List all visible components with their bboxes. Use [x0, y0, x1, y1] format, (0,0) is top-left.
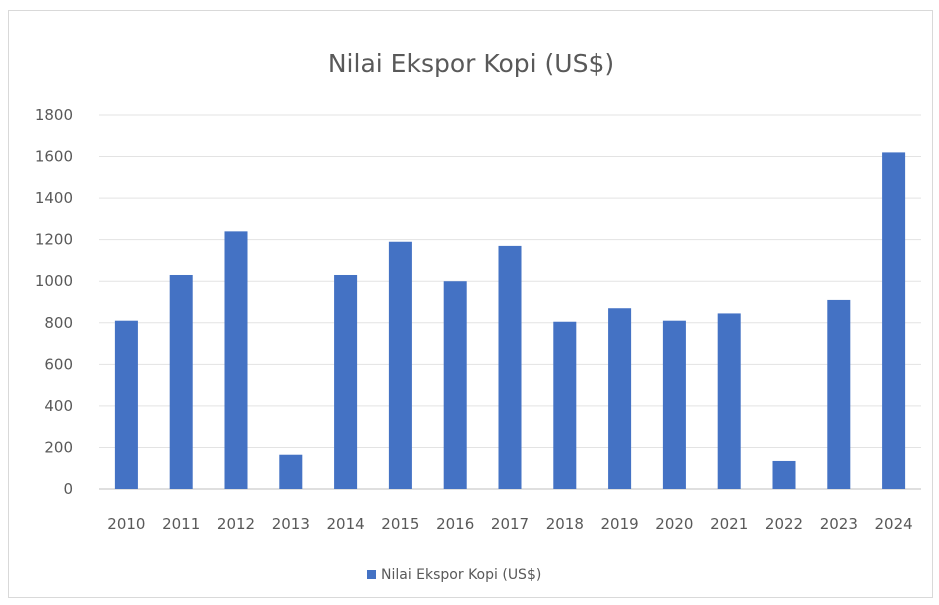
x-tick-label: 2021	[710, 515, 748, 533]
y-tick-label: 400	[44, 397, 73, 415]
bar-2019	[608, 308, 632, 489]
y-tick-label: 1200	[35, 231, 73, 249]
bar-2021	[717, 313, 741, 489]
bar-2011	[169, 274, 193, 489]
y-axis-ticks: 0 200 400 600 800 1000 1200 1400 1600 1800	[35, 106, 73, 498]
x-tick-label: 2023	[820, 515, 858, 533]
y-tick-label: 1600	[35, 148, 73, 166]
legend: Nilai Ekspor Kopi (US$)	[367, 567, 541, 583]
y-tick-label: 200	[44, 438, 73, 456]
y-tick-label: 1400	[35, 189, 73, 207]
bar-2018	[553, 321, 577, 489]
chart-container: Nilai Ekspor Kopi (US$) 0 200 400 600 800 100…	[8, 10, 933, 598]
bar-2013	[279, 454, 303, 489]
x-tick-label: 2013	[272, 515, 310, 533]
x-tick-label: 2022	[765, 515, 803, 533]
y-tick-label: 600	[44, 355, 73, 373]
x-tick-label: 2020	[655, 515, 693, 533]
bar-2014	[334, 274, 358, 489]
x-tick-label: 2018	[546, 515, 584, 533]
bar-2023	[827, 299, 851, 489]
x-axis-ticks: 2010 2011 2012 2013 2014 2015 2016 2017 2018 2019…	[107, 515, 912, 533]
chart-title: Nilai Ekspor Kopi (US$)	[328, 49, 614, 78]
bar-chart: Nilai Ekspor Kopi (US$) 0 200 400 600 800 100…	[35, 49, 921, 583]
x-tick-label: 2017	[491, 515, 529, 533]
bar-2024	[882, 152, 906, 489]
bar-2010	[114, 320, 138, 489]
x-tick-label: 2010	[107, 515, 145, 533]
y-tick-label: 1000	[35, 272, 73, 290]
bar-2022	[772, 460, 796, 489]
x-tick-label: 2016	[436, 515, 474, 533]
legend-label: Nilai Ekspor Kopi (US$)	[381, 567, 541, 583]
x-tick-label: 2024	[875, 515, 913, 533]
x-tick-label: 2014	[327, 515, 365, 533]
y-tick-label: 0	[63, 480, 73, 498]
y-tick-label: 1800	[35, 106, 73, 124]
bar-2016	[443, 281, 467, 489]
bars	[114, 152, 906, 489]
x-tick-label: 2011	[162, 515, 200, 533]
bar-2017	[498, 245, 522, 489]
x-tick-label: 2019	[601, 515, 639, 533]
legend-swatch	[367, 570, 376, 579]
x-tick-label: 2012	[217, 515, 255, 533]
y-tick-label: 800	[44, 314, 73, 332]
bar-2020	[662, 320, 686, 489]
x-tick-label: 2015	[381, 515, 419, 533]
bar-2015	[388, 241, 412, 489]
bar-2012	[224, 231, 248, 489]
